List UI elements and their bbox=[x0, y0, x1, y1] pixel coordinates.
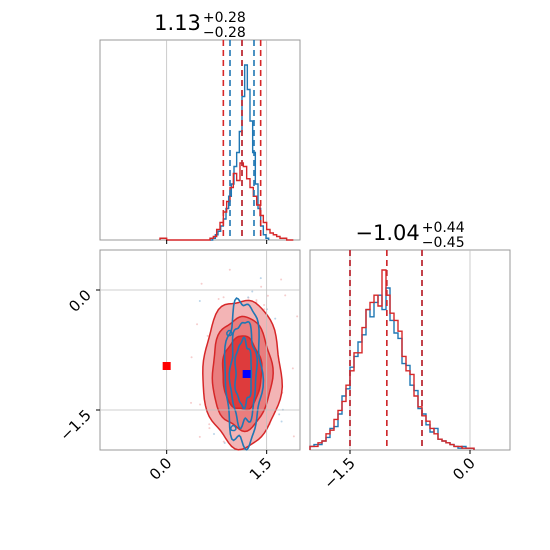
bottom-left-grid bbox=[100, 250, 300, 450]
scatter-point bbox=[266, 294, 269, 297]
scatter-point bbox=[259, 277, 262, 280]
scatter-point bbox=[284, 294, 287, 297]
blue-marker bbox=[242, 370, 251, 378]
y-tick-label-0: −1.5 bbox=[56, 406, 94, 444]
scatter-point bbox=[255, 299, 258, 302]
histogram-series-1 bbox=[309, 269, 475, 450]
scatter-point bbox=[280, 278, 283, 281]
blue-contour-small bbox=[230, 424, 237, 432]
scatter-point bbox=[263, 304, 266, 307]
scatter-point bbox=[278, 413, 281, 416]
x2-tick-label-1: 0.0 bbox=[449, 454, 479, 484]
param2-title-upper: +0.44 bbox=[422, 220, 465, 236]
top-left-quantile-lines bbox=[222, 40, 262, 240]
scatter-point bbox=[251, 290, 254, 293]
scatter-point bbox=[274, 317, 277, 320]
blue-contour-2 bbox=[234, 336, 253, 410]
y-tick-label-1: 0.0 bbox=[65, 286, 95, 316]
scatter-point bbox=[280, 420, 283, 423]
top-left-ticks bbox=[166, 240, 268, 244]
scatter-point bbox=[217, 298, 220, 301]
scatter-point bbox=[247, 296, 250, 299]
scatter-point bbox=[198, 435, 201, 438]
scatter-point bbox=[190, 401, 193, 404]
param1-title-lower: −0.28 bbox=[203, 25, 246, 41]
param1-title-upper: +0.28 bbox=[203, 10, 246, 26]
scatter-point bbox=[296, 315, 299, 318]
x2-tick-label-0: −1.5 bbox=[320, 454, 358, 492]
param1-title: 1.13 bbox=[154, 11, 201, 35]
bottom-right-histograms bbox=[309, 269, 475, 450]
red-contour-line-0 bbox=[202, 299, 284, 451]
scatter-point bbox=[199, 403, 202, 406]
scatter-point bbox=[291, 367, 294, 370]
param1-title-value: 1.13 bbox=[154, 11, 201, 35]
param2-title: −1.04 bbox=[355, 221, 419, 245]
scatter-point bbox=[292, 435, 295, 438]
param2-title-value: −1.04 bbox=[355, 221, 419, 245]
bottom-right-grid bbox=[349, 250, 471, 450]
red-marker bbox=[162, 362, 171, 370]
scatter-point bbox=[260, 285, 263, 288]
blue-contour-0 bbox=[223, 297, 265, 451]
scatter-point bbox=[208, 427, 211, 430]
scatter-point bbox=[200, 282, 203, 285]
scatter-point bbox=[196, 323, 199, 326]
scatter-point bbox=[222, 296, 225, 299]
x-tick-label-1: 1.5 bbox=[246, 454, 276, 484]
top-left-grid bbox=[166, 40, 268, 240]
top-left-panel-frame bbox=[99, 39, 301, 241]
param2-title-lower: −0.45 bbox=[422, 235, 465, 251]
scatter-point bbox=[208, 423, 211, 426]
scatter-point bbox=[223, 441, 226, 444]
blue-density-contours bbox=[223, 297, 265, 451]
scatter-point bbox=[190, 356, 193, 359]
top-left-histograms bbox=[159, 64, 294, 241]
top-left-histogram-panel: 1.13 +0.28 −0.28 bbox=[99, 10, 301, 244]
truth-markers bbox=[162, 362, 251, 378]
scatter-point bbox=[212, 433, 215, 436]
scatter-point bbox=[228, 268, 231, 271]
bottom-right-quantile-lines bbox=[349, 250, 423, 450]
scatter-point bbox=[206, 334, 209, 337]
bottom-left-panel-frame bbox=[99, 249, 301, 451]
histogram-series-1 bbox=[159, 162, 294, 241]
x-tick-label-0: 0.0 bbox=[146, 454, 176, 484]
bottom-left-ticks bbox=[96, 289, 268, 454]
scatter-point bbox=[198, 300, 201, 303]
bottom-right-panel-frame bbox=[309, 249, 511, 451]
bottom-right-histogram-panel: −1.5 0.0 −1.04 +0.44 −0.45 bbox=[309, 220, 511, 493]
bottom-left-2d-panel: 0.0 1.5 −1.5 0.0 bbox=[56, 249, 301, 484]
blue-contour-small bbox=[226, 329, 233, 337]
blue-contour-1 bbox=[228, 320, 258, 430]
bottom-right-ticks bbox=[349, 450, 471, 454]
